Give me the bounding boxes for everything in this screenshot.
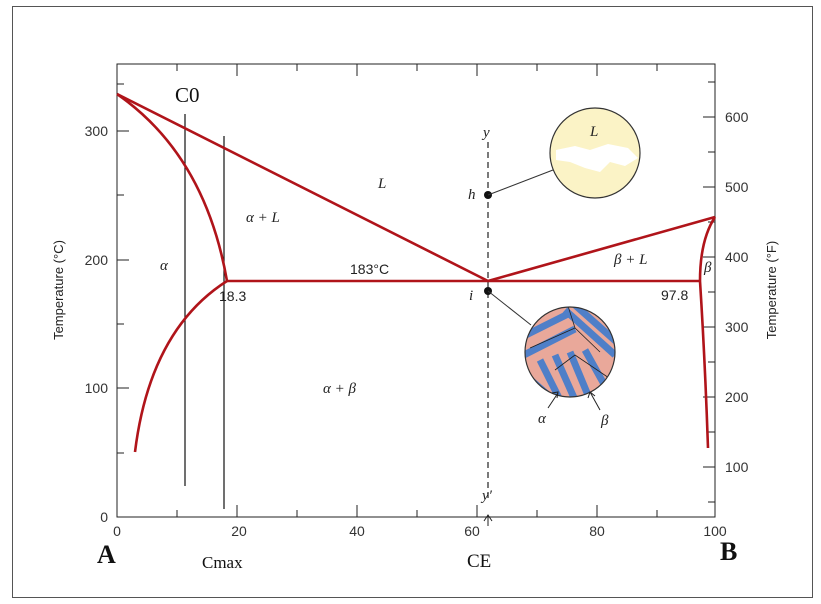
y-right-tick-labels: 100 200 300 400 500 600 bbox=[725, 109, 749, 475]
x-axis-ticks bbox=[116, 64, 716, 517]
liquidus-left bbox=[116, 92, 489, 283]
label-alpha: α bbox=[160, 258, 169, 274]
label-beta-plus-liquid: β + L bbox=[613, 252, 647, 268]
solidus-alpha bbox=[116, 92, 229, 282]
y-right-tick-300: 300 bbox=[725, 319, 749, 335]
x-tick-0: 0 bbox=[113, 523, 121, 539]
liquidus-right bbox=[487, 215, 716, 283]
x-tick-100: 100 bbox=[703, 523, 727, 539]
y-right-tick-400: 400 bbox=[725, 249, 749, 265]
label-alpha-plus-beta: α + β bbox=[323, 381, 356, 397]
i-leader-line bbox=[487, 290, 532, 326]
solidus-beta bbox=[698, 216, 717, 282]
y-right-tick-200: 200 bbox=[725, 389, 749, 405]
y-right-tick-100: 100 bbox=[725, 459, 749, 475]
eutectic-temperature: 183°C bbox=[350, 261, 389, 277]
liquid-microstructure bbox=[549, 107, 641, 199]
label-beta: β bbox=[703, 260, 712, 276]
eutectic-beta-label: β bbox=[600, 413, 609, 429]
x-tick-60: 60 bbox=[464, 523, 480, 539]
ce-label: CE bbox=[467, 551, 491, 572]
x-tick-80: 80 bbox=[589, 523, 605, 539]
component-b-label: B bbox=[720, 537, 737, 566]
label-liquid: L bbox=[377, 176, 386, 192]
cmax-label: Cmax bbox=[202, 553, 243, 572]
solvus-alpha bbox=[133, 279, 228, 453]
y-right-tick-500: 500 bbox=[725, 179, 749, 195]
eutectic-microstructure bbox=[524, 306, 616, 411]
y-left-tick-100: 100 bbox=[85, 380, 109, 396]
eutectic-alpha-label: α bbox=[538, 411, 547, 427]
y-left-tick-0: 0 bbox=[100, 509, 108, 525]
y-left-tick-labels: 0 100 200 300 bbox=[85, 123, 109, 525]
phase-boundaries bbox=[116, 92, 717, 453]
y-left-tick-300: 300 bbox=[85, 123, 109, 139]
component-a-label: A bbox=[97, 540, 116, 569]
beta-max-solubility: 97.8 bbox=[661, 287, 688, 303]
ce-arrow-head bbox=[483, 514, 493, 522]
y-right-tick-600: 600 bbox=[725, 109, 749, 125]
plot-area bbox=[116, 63, 716, 518]
y-right-ticks bbox=[703, 81, 715, 503]
label-alpha-plus-liquid: α + L bbox=[246, 210, 280, 226]
liquid-circle-label: L bbox=[589, 124, 598, 140]
point-y-label: y bbox=[481, 125, 490, 141]
c0-label: C0 bbox=[175, 83, 200, 107]
figure-frame bbox=[12, 6, 813, 598]
point-h-label: h bbox=[468, 187, 476, 203]
x-tick-20: 20 bbox=[231, 523, 247, 539]
h-leader-line bbox=[487, 169, 554, 196]
y-left-ticks bbox=[117, 83, 129, 518]
point-i-label: i bbox=[469, 288, 473, 304]
x-tick-40: 40 bbox=[349, 523, 365, 539]
alpha-max-solubility: 18.3 bbox=[219, 288, 246, 304]
y-left-tick-200: 200 bbox=[85, 252, 109, 268]
point-y-prime-label: y′ bbox=[480, 488, 493, 504]
left-axis-title: Temperature (°C) bbox=[51, 240, 66, 340]
right-axis-title: Temperature (°F) bbox=[764, 241, 779, 339]
solvus-beta bbox=[698, 280, 710, 449]
x-tick-labels: 0 20 40 60 80 100 bbox=[113, 523, 727, 539]
